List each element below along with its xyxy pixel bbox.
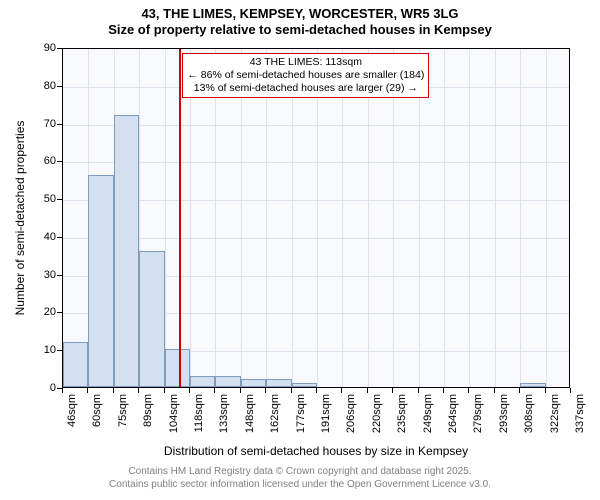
chart-title: 43, THE LIMES, KEMPSEY, WORCESTER, WR5 3… <box>0 0 600 37</box>
xtick-mark <box>113 388 114 393</box>
gridline-v <box>393 49 394 387</box>
gridline-v <box>241 49 242 387</box>
gridline-v <box>266 49 267 387</box>
histogram-bar <box>88 175 113 387</box>
ytick-label: 50 <box>44 193 62 205</box>
xtick-mark <box>265 388 266 393</box>
gridline-v <box>469 49 470 387</box>
gridline-v <box>520 49 521 387</box>
footer-line-1: Contains HM Land Registry data © Crown c… <box>0 466 600 479</box>
histogram-bar <box>266 379 291 387</box>
xtick-mark <box>392 388 393 393</box>
ytick-label: 90 <box>44 42 62 54</box>
xtick-mark <box>418 388 419 393</box>
histogram-bar <box>63 342 88 387</box>
title-line-2: Size of property relative to semi-detach… <box>0 22 600 38</box>
xtick-label: 118sqm <box>193 394 205 432</box>
xtick-mark <box>214 388 215 393</box>
xtick-mark <box>240 388 241 393</box>
chart-container: 43, THE LIMES, KEMPSEY, WORCESTER, WR5 3… <box>0 0 600 500</box>
ytick-label: 80 <box>44 80 62 92</box>
xtick-mark <box>494 388 495 393</box>
ytick-label: 30 <box>44 269 62 281</box>
gridline-v <box>292 49 293 387</box>
histogram-bar <box>139 251 164 387</box>
histogram-bar <box>241 379 266 387</box>
reference-line <box>179 49 181 387</box>
xtick-label: 89sqm <box>142 394 154 427</box>
xtick-label: 60sqm <box>91 394 103 427</box>
xtick-mark <box>468 388 469 393</box>
xtick-label: 308sqm <box>523 394 535 433</box>
histogram-bar <box>165 349 190 387</box>
gridline-v <box>317 49 318 387</box>
xtick-label: 337sqm <box>574 394 586 433</box>
xtick-mark <box>316 388 317 393</box>
histogram-bar <box>190 376 215 387</box>
xtick-label: 249sqm <box>422 394 434 433</box>
annotation-line: 13% of semi-detached houses are larger (… <box>187 82 424 95</box>
xtick-mark <box>138 388 139 393</box>
annotation-line: ← 86% of semi-detached houses are smalle… <box>187 69 424 82</box>
xtick-mark <box>189 388 190 393</box>
xtick-label: 235sqm <box>396 394 408 433</box>
ytick-label: 60 <box>44 155 62 167</box>
xtick-mark <box>545 388 546 393</box>
ytick-label: 40 <box>44 231 62 243</box>
histogram-bar <box>215 376 240 387</box>
ytick-label: 20 <box>44 306 62 318</box>
xtick-label: 177sqm <box>295 394 307 433</box>
xtick-mark <box>87 388 88 393</box>
gridline-v <box>215 49 216 387</box>
xtick-label: 133sqm <box>218 394 230 433</box>
xtick-mark <box>291 388 292 393</box>
histogram-bar <box>520 383 545 387</box>
gridline-v <box>495 49 496 387</box>
xtick-mark <box>570 388 571 393</box>
ytick-label: 0 <box>50 382 62 394</box>
xtick-label: 104sqm <box>168 394 180 433</box>
xtick-label: 75sqm <box>117 394 129 427</box>
gridline-v <box>444 49 445 387</box>
gridline-v <box>342 49 343 387</box>
xtick-label: 191sqm <box>320 394 332 433</box>
xtick-label: 206sqm <box>345 394 357 433</box>
xtick-mark <box>367 388 368 393</box>
xtick-label: 148sqm <box>244 394 256 433</box>
footer-attribution: Contains HM Land Registry data © Crown c… <box>0 466 600 491</box>
ytick-label: 10 <box>44 344 62 356</box>
annotation-box: 43 THE LIMES: 113sqm← 86% of semi-detach… <box>182 53 429 98</box>
gridline-v <box>419 49 420 387</box>
xtick-label: 322sqm <box>549 394 561 433</box>
gridline-v <box>190 49 191 387</box>
xtick-mark <box>164 388 165 393</box>
title-line-1: 43, THE LIMES, KEMPSEY, WORCESTER, WR5 3… <box>0 6 600 22</box>
ytick-label: 70 <box>44 118 62 130</box>
annotation-line: 43 THE LIMES: 113sqm <box>187 56 424 69</box>
histogram-bar <box>292 383 317 387</box>
gridline-v <box>165 49 166 387</box>
x-axis-title: Distribution of semi-detached houses by … <box>164 444 468 458</box>
footer-line-2: Contains public sector information licen… <box>0 479 600 492</box>
xtick-label: 264sqm <box>447 394 459 433</box>
y-axis-title: Number of semi-detached properties <box>13 121 27 316</box>
xtick-label: 46sqm <box>66 394 78 427</box>
xtick-mark <box>443 388 444 393</box>
xtick-label: 293sqm <box>498 394 510 433</box>
plot-area: 43 THE LIMES: 113sqm← 86% of semi-detach… <box>62 48 570 388</box>
histogram-bar <box>114 115 139 387</box>
xtick-label: 162sqm <box>269 394 281 433</box>
gridline-v <box>546 49 547 387</box>
xtick-mark <box>341 388 342 393</box>
plot-background: 43 THE LIMES: 113sqm← 86% of semi-detach… <box>62 48 570 388</box>
xtick-label: 220sqm <box>371 394 383 433</box>
xtick-mark <box>519 388 520 393</box>
xtick-label: 279sqm <box>472 394 484 433</box>
gridline-v <box>368 49 369 387</box>
xtick-mark <box>62 388 63 393</box>
